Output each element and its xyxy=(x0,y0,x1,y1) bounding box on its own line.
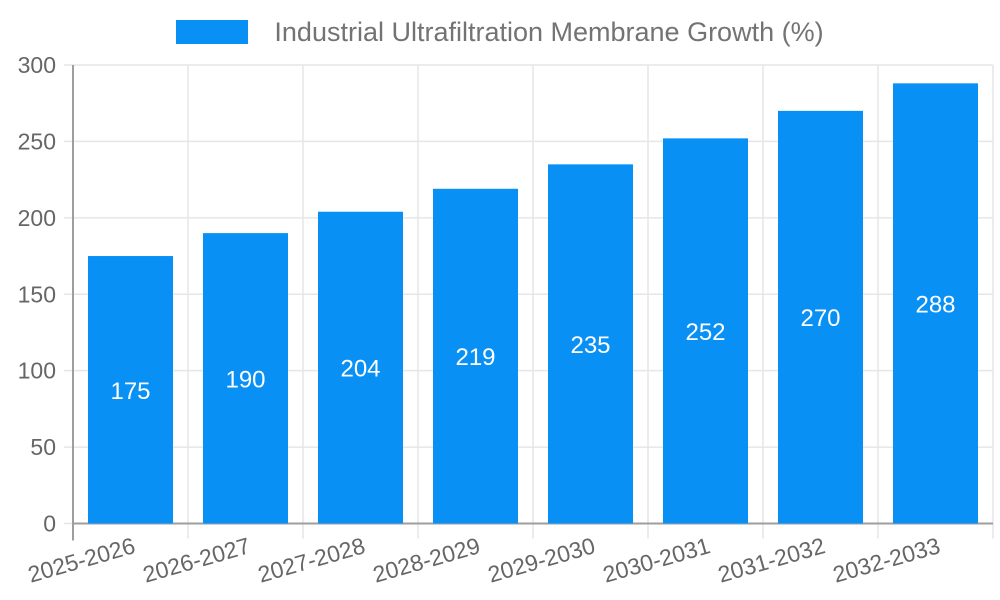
legend-swatch xyxy=(176,20,249,44)
bar-value-label: 219 xyxy=(455,344,495,371)
bar-value-label: 270 xyxy=(800,305,840,332)
x-tick-label: 2032-2033 xyxy=(830,532,943,587)
bar xyxy=(893,83,978,524)
bar-value-label: 190 xyxy=(225,366,265,393)
bar xyxy=(778,110,863,524)
y-tick-label: 300 xyxy=(18,52,56,78)
bar-value-label: 235 xyxy=(570,332,610,359)
bar xyxy=(548,164,633,524)
x-tick-label: 2028-2029 xyxy=(370,532,483,587)
bar xyxy=(203,233,288,524)
x-tick-label: 2031-2032 xyxy=(715,532,828,587)
bar xyxy=(663,138,748,524)
y-tick-label: 100 xyxy=(18,358,56,384)
y-tick-label: 0 xyxy=(43,511,56,537)
y-tick-label: 250 xyxy=(18,128,56,154)
x-tick-label: 2026-2027 xyxy=(140,532,253,587)
y-tick-label: 50 xyxy=(30,434,56,460)
bar xyxy=(318,211,403,524)
x-tick-label: 2025-2026 xyxy=(25,532,138,587)
x-tick-label: 2029-2030 xyxy=(485,532,598,587)
bar xyxy=(433,188,518,524)
x-tick-label: 2027-2028 xyxy=(255,532,368,587)
bar-value-label: 252 xyxy=(685,319,725,346)
y-tick-label: 200 xyxy=(18,205,56,231)
bar-value-label: 175 xyxy=(110,378,150,405)
x-tick-label: 2030-2031 xyxy=(600,532,713,587)
bar xyxy=(88,256,173,524)
legend-label: Industrial Ultrafiltration Membrane Grow… xyxy=(274,16,824,47)
y-tick-label: 150 xyxy=(18,281,56,307)
bar-value-label: 204 xyxy=(340,356,380,383)
bar-value-label: 288 xyxy=(915,291,955,318)
legend: Industrial Ultrafiltration Membrane Grow… xyxy=(0,14,1000,50)
